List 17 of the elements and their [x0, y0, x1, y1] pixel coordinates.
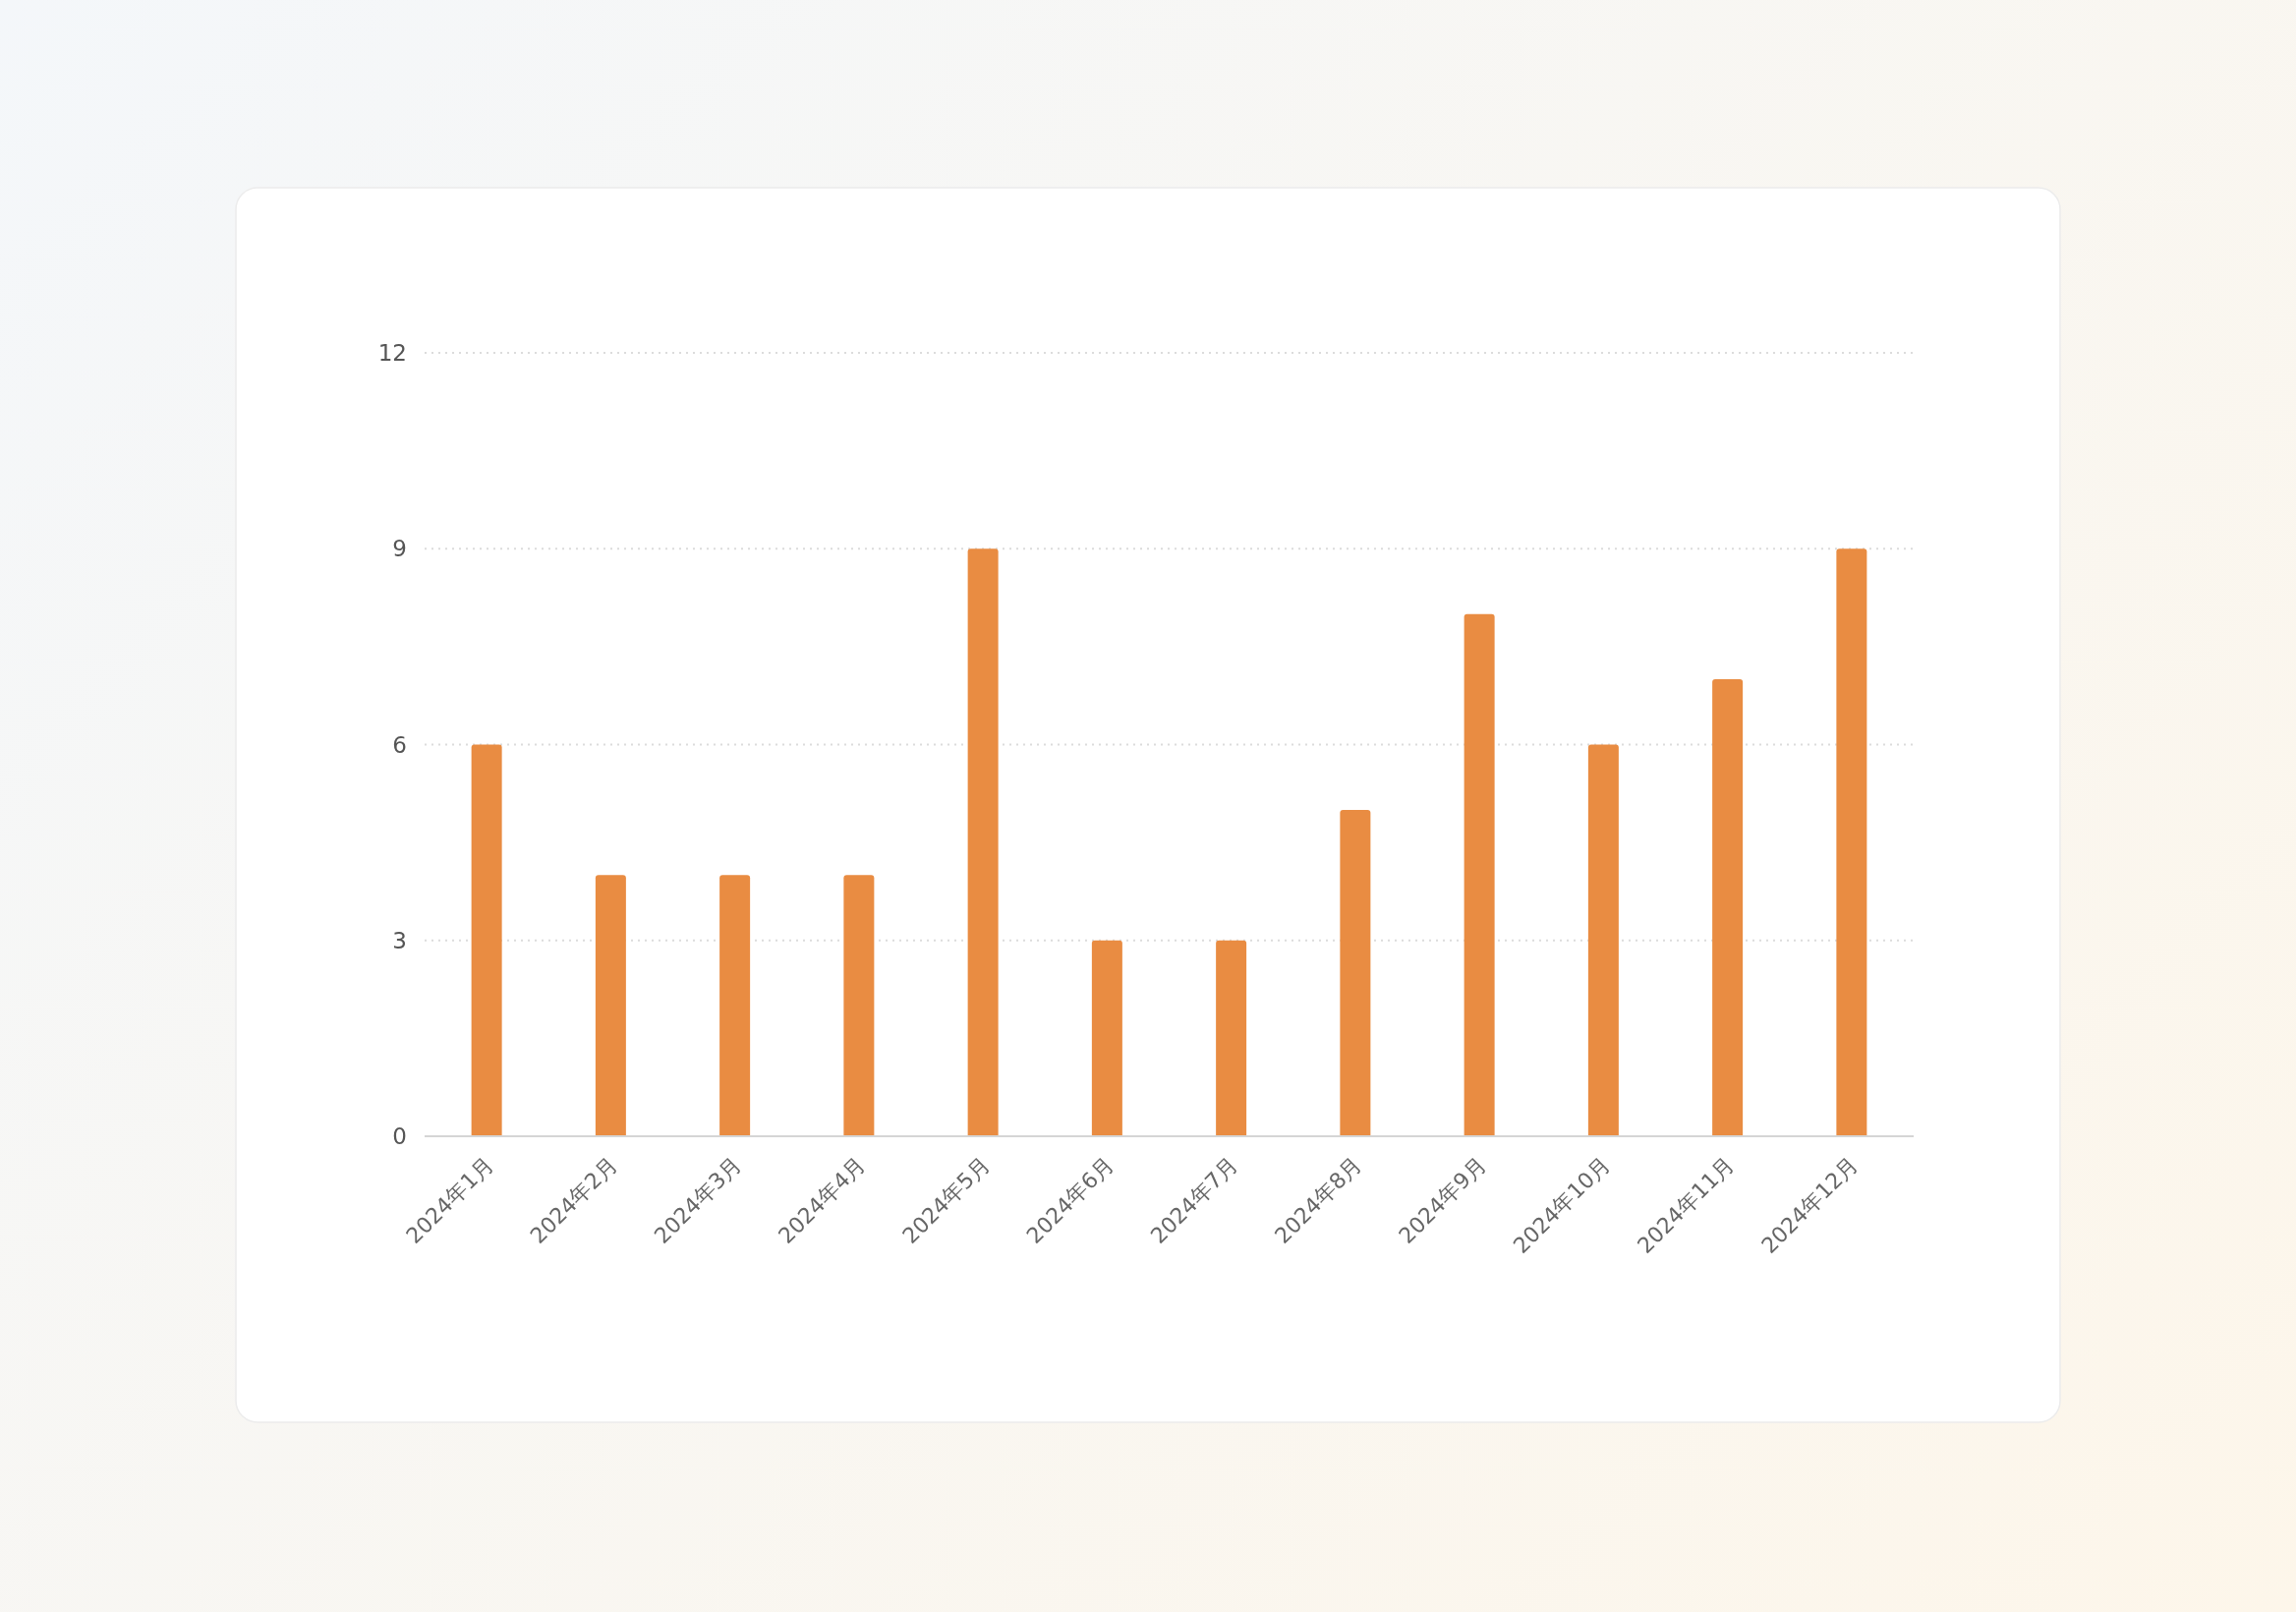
- bar: [1712, 679, 1744, 1136]
- bar: [1587, 744, 1619, 1136]
- bar: [843, 875, 875, 1136]
- bar: [1091, 940, 1122, 1136]
- bar: [719, 875, 751, 1136]
- bar: [471, 744, 502, 1136]
- bar: [1464, 613, 1495, 1136]
- y-tick-label: 6: [392, 731, 407, 758]
- bar: [1216, 940, 1247, 1136]
- y-tick-label: 0: [392, 1123, 407, 1149]
- bar: [967, 548, 999, 1136]
- bar: [1340, 809, 1371, 1136]
- bar: [595, 875, 626, 1136]
- bar: [1836, 548, 1867, 1136]
- y-tick-label: 3: [392, 927, 407, 953]
- y-tick-label: 9: [392, 536, 407, 562]
- y-tick-label: 12: [377, 340, 407, 366]
